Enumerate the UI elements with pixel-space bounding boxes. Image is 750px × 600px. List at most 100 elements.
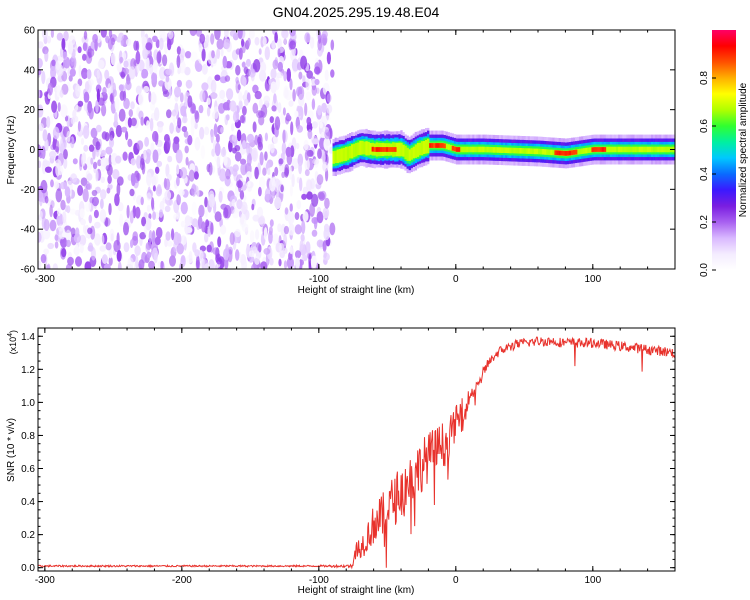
noise-cell [305, 91, 312, 101]
noise-cell [155, 166, 160, 174]
noise-cell [238, 47, 243, 60]
y-tick-label: 0.0 [21, 563, 35, 574]
signal-cell [365, 141, 368, 156]
snr-multiplier-base: (x10 [8, 337, 18, 355]
noise-cell [214, 211, 222, 223]
noise-cell [201, 63, 208, 75]
noise-cell [299, 177, 303, 192]
noise-cell [117, 261, 122, 269]
noise-cell [191, 201, 197, 216]
noise-cell [317, 148, 322, 159]
noise-cell [270, 68, 277, 79]
noise-cell [201, 221, 206, 233]
noise-cell [219, 168, 226, 182]
noise-cell [83, 144, 89, 152]
peak-cell [431, 143, 434, 148]
noise-cell [125, 80, 132, 91]
signal-cell [359, 140, 362, 155]
signal-cell [509, 147, 512, 154]
noise-cell [223, 207, 229, 219]
noise-cell [52, 263, 58, 269]
noise-cell [127, 117, 132, 128]
noise-cell [79, 243, 84, 254]
noise-cell [169, 122, 174, 134]
peak-cell [377, 147, 381, 152]
noise-cell [254, 134, 259, 146]
noise-cell [184, 145, 189, 154]
noise-cell [63, 149, 68, 160]
signal-cell [642, 146, 646, 153]
noise-cell [259, 151, 264, 166]
noise-cell [292, 89, 296, 102]
noise-cell [256, 242, 261, 251]
noise-cell [297, 86, 305, 101]
noise-cell [100, 189, 107, 200]
colorbar-ticks: 0.0 0.2 0.4 0.6 0.8 [699, 71, 716, 277]
noise-cell [87, 100, 93, 114]
noise-cell [115, 125, 122, 138]
noise-cell [251, 147, 258, 162]
signal-cell [638, 146, 642, 153]
noise-cell [306, 116, 312, 126]
noise-cell [84, 81, 90, 91]
noise-cell [230, 123, 235, 132]
noise-cell [116, 182, 121, 197]
noise-cell [138, 259, 145, 269]
signal-cell [548, 149, 551, 156]
noise-cell [241, 201, 248, 215]
x-tick-label: -300 [35, 274, 55, 285]
signal-cell [663, 146, 666, 153]
noise-cell [295, 257, 300, 269]
noise-cell [100, 157, 107, 167]
noise-cell [143, 149, 147, 161]
noise-cell [60, 104, 68, 118]
noise-cell [191, 183, 197, 197]
signal-cell [408, 149, 411, 161]
noise-cell [41, 217, 47, 230]
noise-cell [306, 191, 313, 200]
signal-cell [332, 151, 335, 164]
colorbar-tick-label: 0.8 [699, 71, 710, 85]
y-tick-label: 0 [29, 145, 35, 156]
noise-cell [312, 138, 319, 145]
noise-cell [83, 224, 87, 234]
noise-cell [220, 48, 224, 57]
noise-cell [80, 137, 85, 146]
noise-cell [237, 30, 243, 39]
noise-cell [105, 165, 111, 172]
noise-cell [264, 46, 270, 60]
noise-cell [166, 240, 173, 247]
signal-cell [353, 143, 356, 158]
x-tick-label: 100 [584, 274, 601, 285]
noise-cell [130, 173, 136, 187]
noise-cell [112, 169, 120, 180]
signal-cell [653, 146, 656, 153]
noise-cell [54, 181, 60, 190]
noise-cell [52, 139, 57, 150]
signal-cell [406, 147, 409, 161]
noise-cell [46, 116, 51, 128]
noise-cell [232, 208, 239, 219]
noise-cell [231, 199, 236, 207]
noise-cell [252, 102, 259, 114]
signal-cell [445, 143, 448, 150]
noise-cell [88, 214, 93, 224]
noise-cell [321, 102, 328, 113]
noise-cell [141, 216, 147, 227]
noise-cell [94, 221, 101, 229]
noise-cell [254, 166, 259, 180]
noise-cell [123, 222, 129, 236]
signal-cell [546, 149, 549, 155]
noise-cell [102, 86, 107, 96]
noise-cell [210, 92, 218, 99]
noise-cell [270, 143, 275, 154]
noise-cell [161, 31, 168, 39]
noise-cell [199, 90, 206, 102]
noise-cell [254, 255, 260, 265]
noise-cell [110, 52, 116, 66]
noise-cell [284, 207, 289, 215]
noise-cell [183, 130, 189, 138]
noise-cell [314, 66, 321, 75]
noise-cell [51, 59, 56, 67]
